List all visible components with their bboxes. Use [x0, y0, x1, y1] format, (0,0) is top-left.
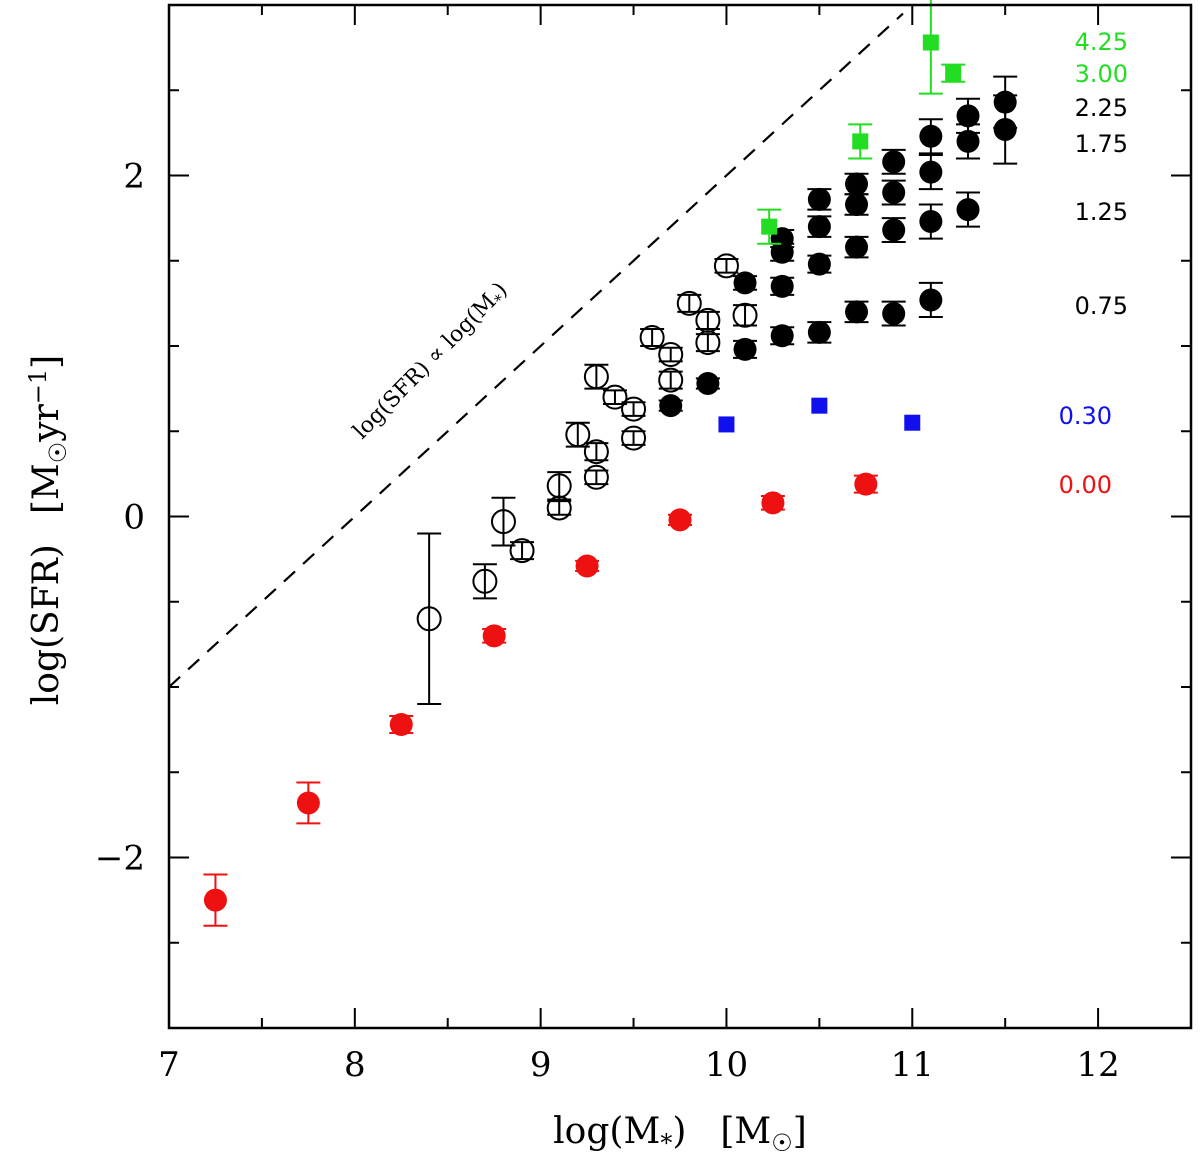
x-tick-label: 11: [891, 1045, 934, 1085]
data-point-square: [811, 397, 828, 414]
data-point: [854, 472, 878, 496]
data-point-open: [713, 253, 739, 279]
x-tick-labels: 7 8 9 10 11 12: [158, 1045, 1120, 1085]
data-point: [882, 302, 906, 326]
data-point-square: [904, 414, 921, 431]
data-point-square: [718, 416, 735, 433]
redshift-label: 0.30: [1059, 402, 1112, 430]
data-point: [696, 372, 720, 396]
x-axis-label: log(M*) [M☉]: [553, 1111, 807, 1157]
redshift-labels: 4.25 3.00 2.25 1.75 1.25 0.75 0.30 0.00: [1059, 28, 1128, 499]
redshift-label: 4.25: [1075, 28, 1128, 56]
data-point: [807, 215, 831, 239]
data-point: [807, 187, 831, 211]
redshift-label: 1.25: [1075, 198, 1128, 226]
data-point: [993, 117, 1017, 141]
redshift-label: 1.75: [1075, 130, 1128, 158]
y-tick-label: 0: [123, 498, 145, 538]
redshift-label: 0.75: [1075, 292, 1128, 320]
data-point-open: [621, 425, 647, 451]
x-tick-label: 9: [530, 1045, 552, 1085]
reference-line: [168, 12, 904, 688]
data-points: [203, 0, 1018, 927]
data-point: [919, 210, 943, 234]
data-point-open: [546, 473, 572, 499]
data-point-open: [583, 364, 609, 390]
data-point: [882, 218, 906, 242]
data-point: [956, 129, 980, 153]
y-axis-label: log(SFR)[M☉yr−1]: [24, 355, 72, 705]
data-point: [575, 554, 599, 578]
data-point: [733, 271, 757, 295]
data-point: [807, 252, 831, 276]
data-point: [919, 160, 943, 184]
data-point: [203, 888, 227, 912]
data-point: [845, 300, 869, 324]
y-tick-label: 2: [123, 157, 145, 197]
data-point: [807, 320, 831, 344]
data-point-square: [922, 34, 939, 51]
data-point: [296, 791, 320, 815]
data-point-open: [509, 538, 535, 564]
x-tick-label: 12: [1076, 1045, 1119, 1085]
y-tick-labels: −2 0 2: [95, 157, 145, 879]
y-tick-label: −2: [95, 839, 145, 879]
data-point-open: [621, 396, 647, 422]
data-point-open: [583, 464, 609, 490]
data-point: [919, 124, 943, 148]
data-point-open: [676, 290, 702, 316]
data-point: [956, 198, 980, 222]
data-point-open: [695, 330, 721, 356]
data-point: [993, 90, 1017, 114]
data-point-square: [945, 65, 962, 82]
data-point: [845, 172, 869, 196]
data-point-open: [732, 302, 758, 328]
data-point: [882, 150, 906, 174]
data-point: [770, 274, 794, 298]
data-point-open: [602, 384, 628, 410]
x-tick-label: 7: [158, 1045, 180, 1085]
data-point-open: [416, 606, 442, 632]
redshift-label: 2.25: [1075, 94, 1128, 122]
data-point: [845, 235, 869, 259]
data-point-open: [658, 342, 684, 368]
data-point-open: [639, 324, 665, 350]
x-tick-label: 10: [705, 1045, 748, 1085]
data-point-open: [583, 439, 609, 465]
data-point: [389, 713, 413, 737]
data-point-open: [490, 509, 516, 535]
data-point: [659, 394, 683, 418]
data-point: [482, 624, 506, 648]
data-point: [956, 104, 980, 128]
data-point: [668, 508, 692, 532]
data-point-open: [472, 568, 498, 594]
data-point: [919, 288, 943, 312]
data-point-square: [761, 218, 778, 235]
data-point: [845, 192, 869, 216]
data-point-open: [658, 367, 684, 393]
plot-frame: [167, 3, 1193, 1030]
redshift-label: 0.00: [1059, 471, 1112, 499]
data-point-open: [565, 422, 591, 448]
redshift-label: 3.00: [1075, 60, 1128, 88]
data-point: [882, 181, 906, 205]
x-tick-label: 8: [344, 1045, 366, 1085]
data-point: [733, 337, 757, 361]
data-point: [770, 324, 794, 348]
data-point-square: [852, 133, 869, 150]
data-point: [761, 491, 785, 515]
